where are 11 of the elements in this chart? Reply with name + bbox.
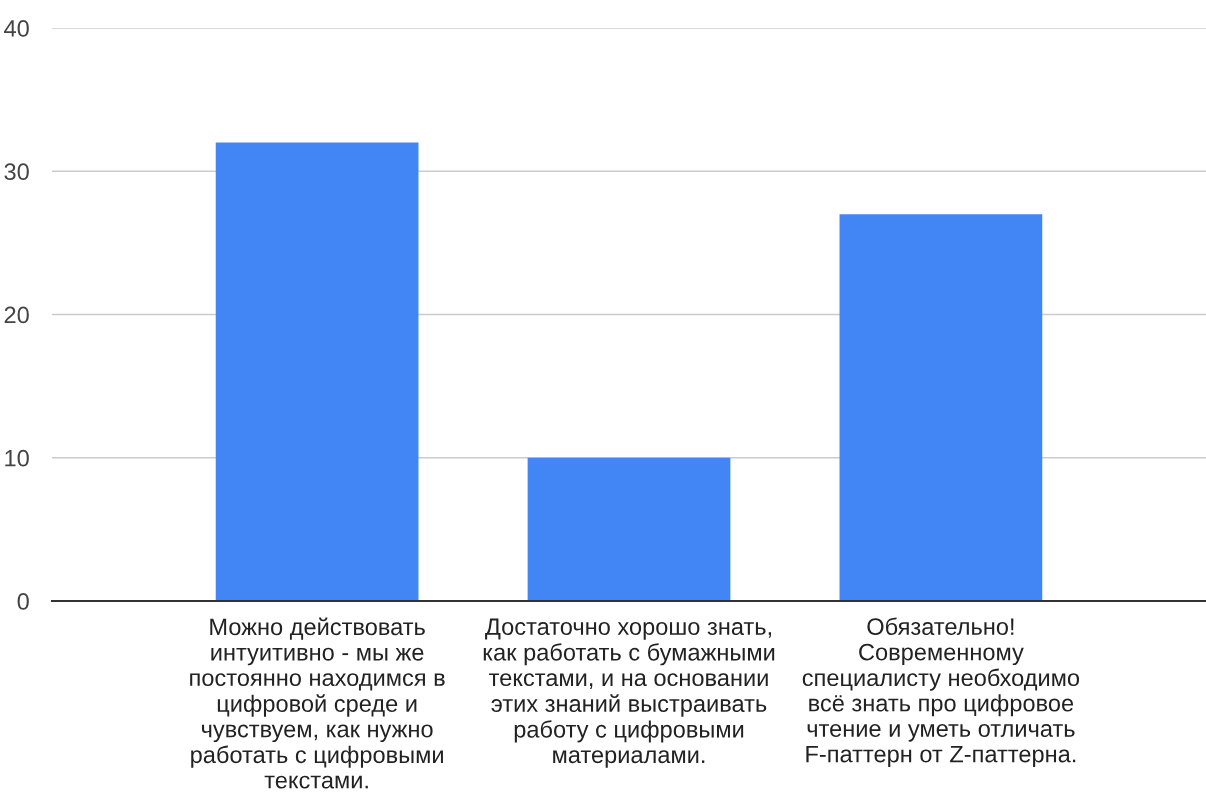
y-tick-label: 0 [17, 593, 29, 610]
y-tick-label: 40 [4, 20, 29, 37]
bar [215, 142, 419, 601]
y-tick-label: 20 [4, 306, 29, 324]
bar [839, 214, 1043, 601]
bar [527, 457, 731, 601]
y-tick-label: 10 [5, 449, 29, 467]
y-tick-label: 30 [4, 163, 29, 181]
x-tick-label: Достаточно хорошо знать, как работать с бумажными текстами, и на основании этих знаний выстраивать работу с цифровыми материалами. [483, 618, 775, 768]
x-tick-label: Обязательно! Современному специалисту необходимо всё знать про цифровое чтение и уметь отличать F-паттерн от Z-паттерна. [802, 617, 1080, 768]
x-tick-label: Можно действовать интуитивно - мы же постоянно находимся в цифровой среде и чувствуем, как нужно работать с цифровыми текстами. [190, 617, 445, 789]
